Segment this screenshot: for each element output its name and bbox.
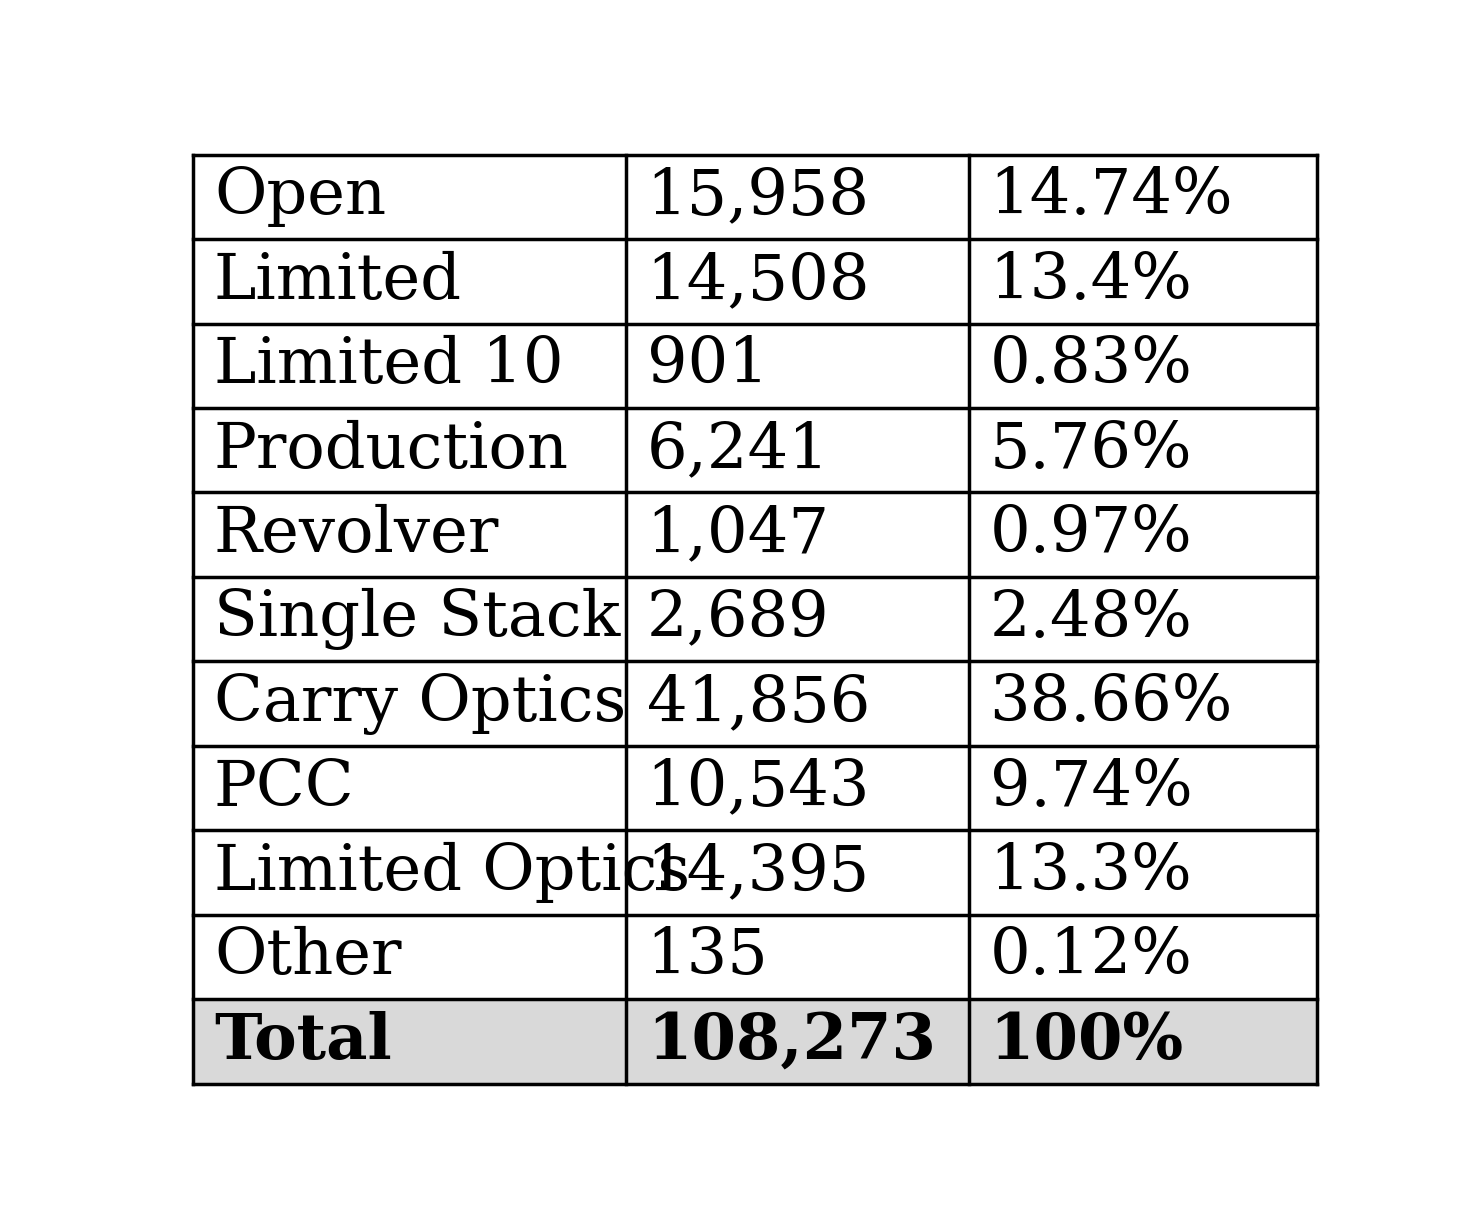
Bar <box>193 915 1318 999</box>
Text: 0.83%: 0.83% <box>989 335 1192 396</box>
Bar <box>193 154 1318 239</box>
Text: 6,241: 6,241 <box>647 419 830 481</box>
Text: 901: 901 <box>647 335 768 396</box>
Text: Revolver: Revolver <box>214 504 500 565</box>
Text: 14.74%: 14.74% <box>989 167 1234 228</box>
Bar <box>193 493 1318 577</box>
Text: Production: Production <box>214 419 569 481</box>
Bar <box>193 999 1318 1084</box>
Text: Limited 10: Limited 10 <box>214 335 563 396</box>
Bar <box>193 239 1318 324</box>
Text: 14,508: 14,508 <box>647 251 870 311</box>
Text: Other: Other <box>214 927 401 987</box>
Text: Carry Optics: Carry Optics <box>214 673 626 734</box>
Text: 13.3%: 13.3% <box>989 842 1192 904</box>
Text: 10,543: 10,543 <box>647 758 870 819</box>
Text: 2.48%: 2.48% <box>989 588 1192 650</box>
Bar <box>193 577 1318 661</box>
Text: 0.97%: 0.97% <box>989 504 1192 565</box>
Text: Limited Optics: Limited Optics <box>214 842 690 904</box>
Text: 0.12%: 0.12% <box>989 927 1192 987</box>
Text: 135: 135 <box>647 927 768 987</box>
Text: 9.74%: 9.74% <box>989 758 1192 819</box>
Text: Single Stack: Single Stack <box>214 588 621 650</box>
Text: 2,689: 2,689 <box>647 588 830 650</box>
Text: 5.76%: 5.76% <box>989 419 1192 481</box>
Text: 41,856: 41,856 <box>647 673 870 734</box>
Text: 38.66%: 38.66% <box>989 673 1232 734</box>
Text: Total: Total <box>214 1011 392 1072</box>
Bar <box>193 408 1318 493</box>
Bar <box>193 830 1318 915</box>
Bar <box>193 745 1318 830</box>
Text: 108,273: 108,273 <box>647 1011 936 1072</box>
Text: Limited: Limited <box>214 251 461 311</box>
Text: Open: Open <box>214 167 386 228</box>
Text: 1,047: 1,047 <box>647 504 830 565</box>
Text: PCC: PCC <box>214 758 355 819</box>
Text: 15,958: 15,958 <box>647 167 870 228</box>
Text: 13.4%: 13.4% <box>989 251 1192 311</box>
Bar <box>193 324 1318 408</box>
Text: 14,395: 14,395 <box>647 842 870 904</box>
Text: 100%: 100% <box>989 1011 1184 1072</box>
Bar <box>193 661 1318 745</box>
